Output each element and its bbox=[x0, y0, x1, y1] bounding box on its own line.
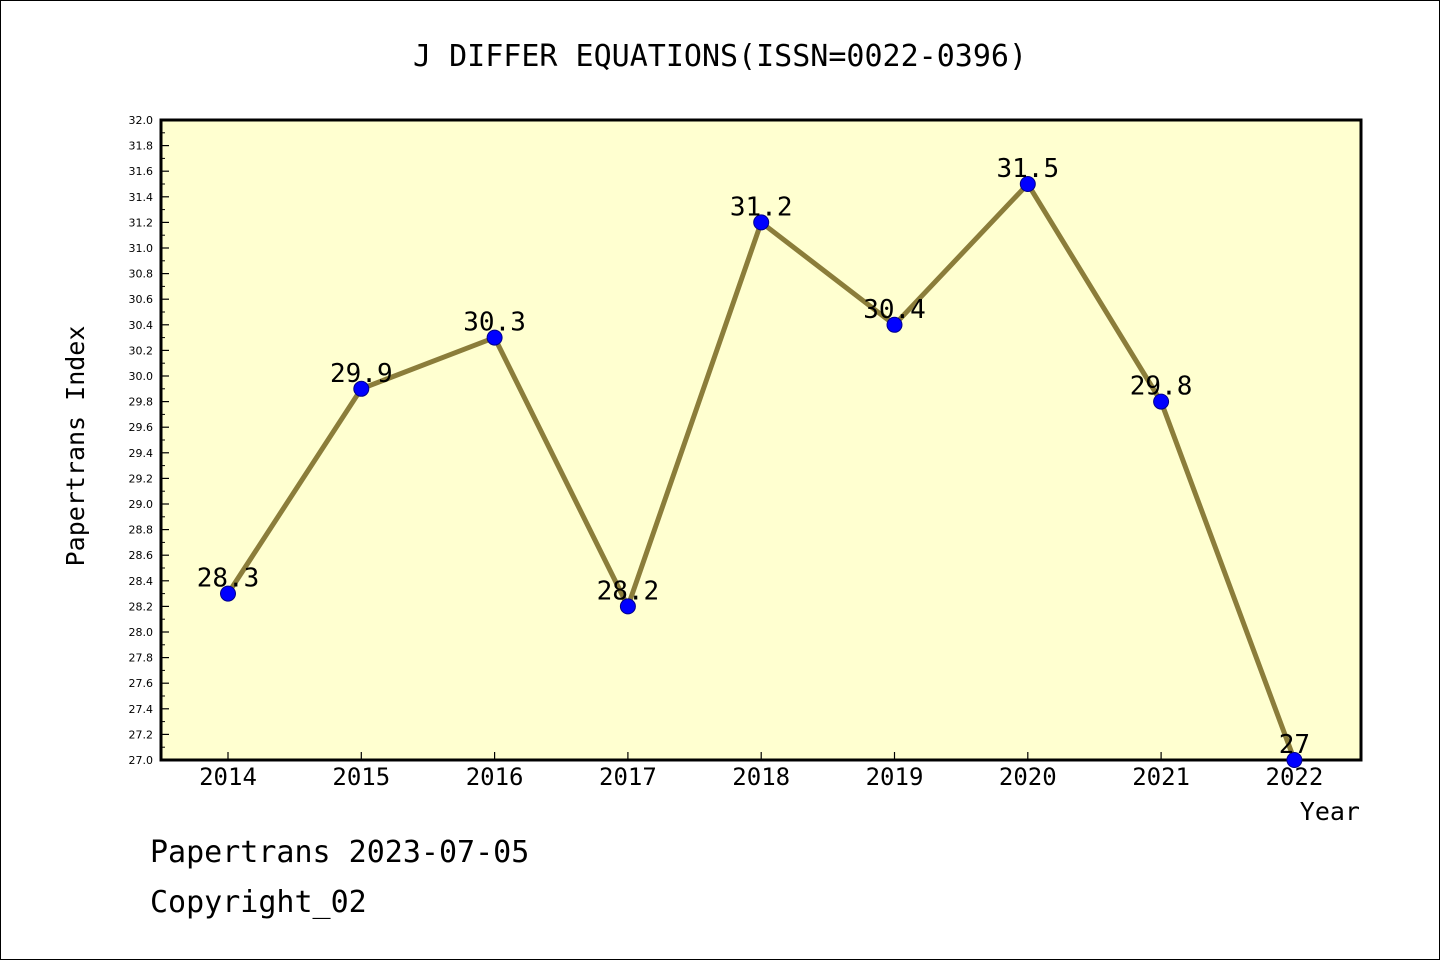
data-point-marker bbox=[220, 585, 236, 602]
y-tick-label: 27.0 bbox=[129, 754, 154, 767]
series-markers bbox=[220, 176, 1303, 768]
data-label: 31.5 bbox=[996, 154, 1059, 184]
y-tick-label: 31.6 bbox=[129, 165, 154, 178]
data-point-marker bbox=[486, 329, 503, 346]
data-labels: 28.3 29.9 30.3 28.2 31.2 30.4 31.5 29.8 27 bbox=[197, 154, 1310, 760]
x-axis-ticks: 2014 2015 2016 2017 2018 2019 2020 2021 2022 bbox=[199, 752, 1323, 791]
y-tick-label: 28.2 bbox=[129, 600, 154, 613]
y-tick-label: 29.2 bbox=[129, 472, 154, 485]
data-label: 28.3 bbox=[197, 564, 260, 594]
y-tick-label: 28.0 bbox=[129, 626, 154, 639]
x-tick-label: 2016 bbox=[466, 763, 524, 791]
data-label: 28.2 bbox=[597, 576, 660, 606]
y-tick-label: 30.2 bbox=[129, 344, 154, 357]
data-label: 29.8 bbox=[1130, 372, 1193, 402]
y-axis-ticks: 27.0 27.2 27.4 27.6 27.8 28.0 28.2 28.4 28.6 28.8… bbox=[129, 114, 169, 767]
y-tick-label: 29.6 bbox=[129, 421, 154, 434]
data-point-marker bbox=[1019, 176, 1036, 192]
data-point-marker bbox=[753, 214, 770, 231]
y-tick-label: 27.2 bbox=[129, 728, 154, 741]
y-tick-label: 31.0 bbox=[129, 242, 154, 255]
y-tick-label: 29.4 bbox=[129, 447, 154, 460]
y-tick-label: 30.8 bbox=[129, 268, 154, 281]
y-tick-label: 29.0 bbox=[129, 498, 154, 511]
x-tick-label: 2018 bbox=[732, 763, 790, 791]
x-tick-label: 2015 bbox=[332, 763, 390, 791]
y-tick-label: 28.6 bbox=[129, 549, 154, 562]
y-tick-label: 31.2 bbox=[129, 216, 154, 229]
x-tick-label: 2014 bbox=[199, 763, 257, 791]
data-label: 30.4 bbox=[863, 295, 926, 325]
y-tick-label: 27.6 bbox=[129, 677, 154, 690]
y-tick-label: 28.4 bbox=[129, 575, 154, 588]
y-tick-label: 27.8 bbox=[129, 652, 154, 665]
data-label: 31.2 bbox=[730, 192, 793, 222]
y-tick-label: 30.0 bbox=[129, 370, 154, 383]
y-tick-label: 30.6 bbox=[129, 293, 154, 306]
chart-title: J DIFFER EQUATIONS(ISSN=0022-0396) bbox=[413, 39, 1027, 74]
y-tick-label: 27.4 bbox=[129, 703, 154, 716]
y-tick-label: 28.8 bbox=[129, 524, 154, 537]
x-tick-label: 2017 bbox=[599, 763, 657, 791]
y-axis-label: Papertrans Index bbox=[61, 326, 90, 567]
data-point-marker bbox=[1286, 752, 1303, 768]
x-axis-label: Year bbox=[1300, 797, 1360, 826]
y-tick-label: 29.8 bbox=[129, 396, 154, 409]
y-tick-label: 30.4 bbox=[129, 319, 154, 332]
y-tick-label: 31.4 bbox=[129, 191, 154, 204]
data-point-marker bbox=[1153, 393, 1170, 410]
data-point-marker bbox=[353, 380, 370, 397]
data-point-marker bbox=[886, 316, 903, 333]
x-tick-label: 2019 bbox=[866, 763, 924, 791]
x-tick-label: 2020 bbox=[999, 763, 1057, 791]
footer-date-line: Papertrans 2023-07-05 bbox=[150, 835, 530, 870]
data-point-marker bbox=[619, 598, 636, 615]
y-tick-label: 31.8 bbox=[129, 140, 154, 153]
x-tick-label: 2021 bbox=[1132, 763, 1190, 791]
y-tick-label: 32.0 bbox=[129, 114, 154, 127]
data-label: 27 bbox=[1279, 730, 1310, 760]
data-label: 30.3 bbox=[463, 308, 526, 338]
data-label: 29.9 bbox=[330, 359, 393, 389]
footer-copyright-line: Copyright_02 bbox=[150, 885, 367, 920]
